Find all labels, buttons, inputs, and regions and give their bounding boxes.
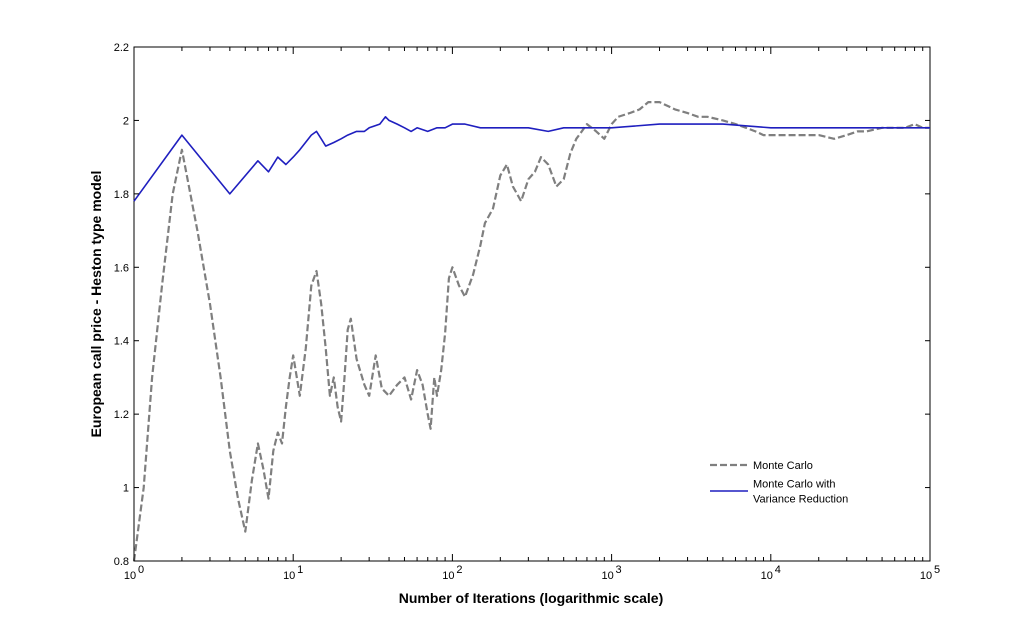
x-tick-exponent: 5 xyxy=(934,564,940,576)
y-tick-label: 0.8 xyxy=(114,556,129,568)
legend-label-2: Variance Reduction xyxy=(753,494,848,506)
y-tick-label: 1.6 xyxy=(114,262,129,274)
x-tick-label: 10 xyxy=(601,570,613,582)
x-tick-exponent: 2 xyxy=(456,564,462,576)
legend-box xyxy=(700,450,880,512)
x-tick-label: 10 xyxy=(761,570,773,582)
x-tick-label: 10 xyxy=(442,570,454,582)
x-tick-exponent: 0 xyxy=(138,564,144,576)
tick-layer: 0.811.21.41.61.822.210 0 10 1 10 2 10 3 10 4 10 5 xyxy=(114,42,940,582)
plot-area: 0.811.21.41.61.822.210 0 10 1 10 2 10 3 10 4 10 5 M… xyxy=(114,42,940,582)
legend-items: Monte Carlo Monte Carlo with Variance Redu… xyxy=(710,460,848,506)
x-tick-label: 10 xyxy=(283,570,295,582)
y-tick-label: 2.2 xyxy=(114,42,129,54)
legend-label-2: Monte Carlo with xyxy=(753,479,836,491)
y-axis-label: European call price - Heston type model xyxy=(88,171,104,438)
x-tick-label: 10 xyxy=(920,570,932,582)
x-tick-exponent: 4 xyxy=(775,564,781,576)
x-axis-label: Number of Iterations (logarithmic scale) xyxy=(399,590,664,606)
y-tick-label: 1 xyxy=(123,483,129,495)
y-tick-label: 1.8 xyxy=(114,189,129,201)
y-tick-label: 1.2 xyxy=(114,409,129,421)
y-tick-label: 2 xyxy=(123,115,129,127)
legend: Monte Carlo Monte Carlo with Variance Redu… xyxy=(700,450,880,512)
legend-label-1: Monte Carlo xyxy=(753,460,813,472)
y-tick-label: 1.4 xyxy=(114,336,129,348)
series-line-1 xyxy=(132,101,930,562)
x-tick-exponent: 3 xyxy=(616,564,622,576)
x-tick-exponent: 1 xyxy=(297,564,303,576)
series-line-2 xyxy=(133,116,930,202)
series-layer xyxy=(132,101,930,562)
x-tick-label: 10 xyxy=(124,570,136,582)
